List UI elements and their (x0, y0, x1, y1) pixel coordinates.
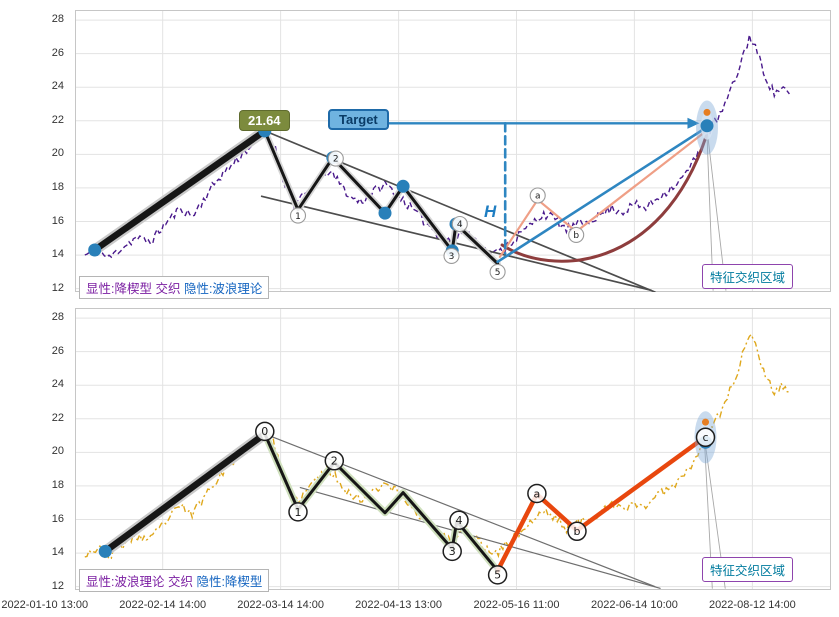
y-tick-label: 26 (51, 46, 64, 59)
y-tick-label: 22 (51, 411, 64, 424)
explicit-pattern-text: 显性:波浪理论 (86, 575, 165, 589)
y-tick-label: 12 (51, 281, 64, 294)
y-tick-label: 16 (51, 214, 64, 227)
svg-text:a: a (535, 192, 541, 202)
svg-text:4: 4 (457, 220, 463, 230)
svg-text:5: 5 (495, 268, 501, 278)
svg-text:3: 3 (449, 252, 455, 262)
y-tick-label: 20 (51, 147, 64, 160)
top-chart-canvas: 1 2 3 4 5 a b (75, 10, 831, 292)
h-height-label: H (484, 202, 497, 221)
peak-value-badge: 21.64 (239, 110, 290, 131)
explicit-pattern-text: 显性:降楔型 (86, 282, 152, 296)
x-tick-label: 2022-03-14 14:00 (237, 599, 325, 611)
svg-text:a: a (534, 487, 541, 500)
y-tick-label: 12 (51, 579, 64, 592)
bottom-chart-canvas: 0 1 2 3 4 5 a b c (75, 308, 831, 590)
y-tick-label: 28 (51, 13, 64, 26)
x-tick-label: 2022-02-14 14:00 (119, 599, 207, 611)
x-tick-label: 2022-08-12 14:00 (708, 599, 796, 611)
svg-text:0: 0 (261, 425, 268, 438)
svg-text:2: 2 (331, 455, 338, 468)
bottom-feature-zone-label: 特征交织区域 (702, 557, 794, 582)
y-tick-label: 20 (51, 445, 64, 458)
svg-text:2: 2 (333, 155, 339, 165)
bottom-chart-mode-label: 显性:波浪理论 交织 隐性:降楔型 (79, 569, 270, 592)
y-tick-label: 24 (51, 378, 64, 391)
svg-text:c: c (702, 431, 708, 444)
y-tick-label: 22 (51, 113, 64, 126)
y-tick-label: 24 (51, 80, 64, 93)
svg-text:1: 1 (295, 506, 302, 519)
top-feature-zone-label: 特征交织区域 (702, 264, 794, 289)
top-chart-mode-label: 显性:降楔型 交织 隐性:波浪理论 (79, 276, 270, 299)
x-tick-label: 2022-06-14 10:00 (591, 599, 678, 611)
y-tick-label: 14 (51, 546, 64, 559)
svg-text:5: 5 (494, 569, 501, 582)
y-tick-label: 18 (51, 478, 64, 491)
svg-text:b: b (574, 525, 581, 538)
y-tick-label: 28 (51, 311, 64, 324)
implicit-pattern-text: 隐性:波浪理论 (183, 282, 263, 296)
y-axis-labels: 28 26 24 22 20 18 16 14 12 28 26 24 22 20 18 16 14 12 (0, 0, 70, 617)
x-tick-label: 2022-04-13 13:00 (355, 599, 442, 611)
y-tick-label: 18 (51, 180, 64, 193)
y-tick-label: 14 (51, 248, 64, 261)
svg-text:4: 4 (456, 514, 463, 527)
interweave-text: 交织 (164, 575, 197, 589)
svg-text:b: b (573, 231, 579, 241)
svg-text:1: 1 (295, 212, 301, 222)
y-tick-label: 26 (51, 344, 64, 357)
target-badge: Target (328, 109, 389, 130)
interweave-text: 交织 (151, 282, 184, 296)
x-tick-label: 2022-05-16 11:00 (473, 599, 560, 611)
implicit-pattern-text: 隐性:降楔型 (196, 575, 263, 589)
y-tick-label: 16 (51, 512, 64, 525)
svg-text:3: 3 (449, 545, 456, 558)
